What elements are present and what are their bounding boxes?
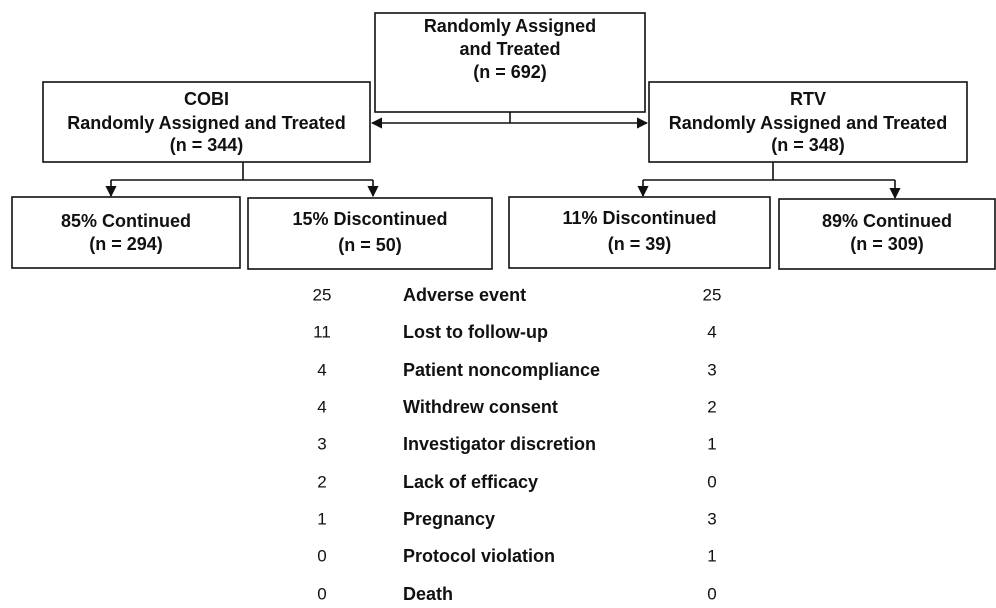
rtv-count: 1 — [707, 434, 716, 453]
node-label: Randomly Assigned — [424, 16, 596, 36]
node-label: (n = 294) — [89, 234, 163, 254]
node-box — [778, 198, 996, 270]
cobi-count: 4 — [317, 397, 326, 416]
cobi-count: 0 — [317, 546, 326, 565]
reason: Protocol violation — [403, 546, 555, 566]
node-label: 89% Continued — [822, 211, 952, 231]
node-label: (n = 344) — [170, 135, 244, 155]
cobi-count: 1 — [317, 509, 326, 528]
cobi-count: 11 — [313, 322, 331, 341]
reason: Adverse event — [403, 285, 526, 305]
node-label: 11% Discontinued — [562, 208, 716, 228]
rtv-count: 2 — [707, 397, 716, 416]
node-box — [508, 196, 771, 269]
node-box — [374, 12, 646, 113]
cobi-count: 3 — [317, 434, 326, 453]
reason: Lack of efficacy — [403, 472, 538, 492]
reason: Lost to follow-up — [403, 322, 548, 342]
node-label: (n = 39) — [608, 234, 672, 254]
rtv-count: 0 — [707, 584, 716, 603]
node-label: (n = 692) — [473, 62, 547, 82]
node-label: 85% Continued — [61, 211, 191, 231]
rtv-count: 4 — [707, 322, 716, 341]
cobi-count: 2 — [317, 472, 326, 491]
node-label: Randomly Assigned and Treated — [669, 113, 947, 133]
connector — [643, 162, 895, 181]
cobi-count: 4 — [317, 360, 326, 379]
rtv-count: 25 — [703, 285, 722, 304]
node-label: 15% Discontinued — [292, 209, 447, 229]
node-label: and Treated — [459, 39, 560, 59]
cobi-count: 25 — [313, 285, 332, 304]
reason: Patient noncompliance — [403, 360, 600, 380]
reason: Death — [403, 584, 453, 603]
connector — [111, 162, 373, 181]
reason: Pregnancy — [403, 509, 495, 529]
node-label: RTV — [790, 89, 826, 109]
rtv-count: 3 — [707, 509, 716, 528]
cobi-count: 0 — [317, 584, 326, 603]
reason: Withdrew consent — [403, 397, 558, 417]
reason: Investigator discretion — [403, 434, 596, 454]
node-box — [11, 196, 241, 269]
node-label: (n = 348) — [771, 135, 845, 155]
node-label: COBI — [184, 89, 229, 109]
node-label: (n = 50) — [338, 235, 402, 255]
rtv-count: 1 — [707, 546, 716, 565]
node-box — [648, 81, 968, 163]
node-box — [247, 197, 493, 270]
node-label: (n = 309) — [850, 234, 924, 254]
rtv-count: 3 — [707, 360, 716, 379]
node-box — [42, 81, 371, 163]
rtv-count: 0 — [707, 472, 716, 491]
node-label: Randomly Assigned and Treated — [67, 113, 345, 133]
